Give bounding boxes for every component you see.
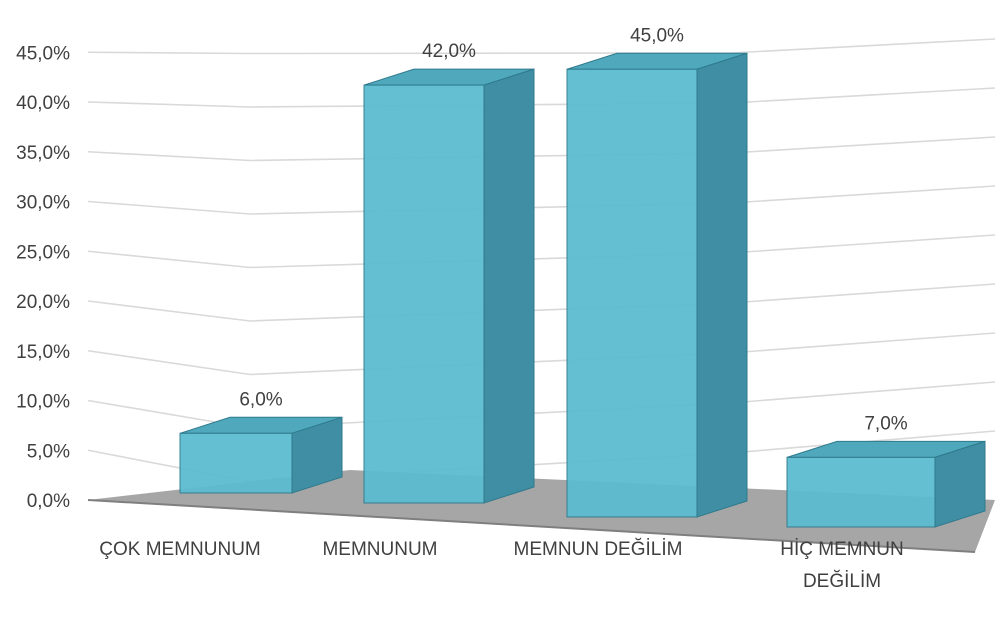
y-axis-ticks: 0,0% 5,0% 10,0% 15,0% 20,0% 25,0% 30,0% 35,0% 40… — [16, 43, 70, 512]
gridline — [87, 136, 996, 162]
bar-front-face — [179, 432, 293, 494]
y-tick-label: 25,0% — [16, 242, 70, 263]
bar-side-face — [696, 52, 748, 518]
category-label: ÇOK MEMNUNUM — [99, 539, 261, 560]
bar — [179, 416, 343, 494]
floor-plane — [88, 470, 995, 552]
bar — [363, 68, 535, 504]
y-tick-label: 15,0% — [16, 342, 70, 363]
y-tick-label: 10,0% — [16, 392, 70, 413]
gridline — [87, 38, 996, 55]
data-label: 45,0% — [630, 25, 684, 46]
category-label: MEMNUNUM — [322, 539, 437, 560]
floor-edge — [87, 499, 976, 553]
data-label: 6,0% — [239, 389, 282, 410]
category-label: MEMNUN DEĞİLİM — [514, 538, 683, 560]
gridline — [87, 332, 996, 376]
bar-front-face — [566, 68, 698, 518]
y-tick-label: 20,0% — [16, 292, 70, 313]
category-label: DEĞİLİM — [803, 570, 881, 592]
data-label: 7,0% — [864, 413, 907, 434]
data-label: 42,0% — [422, 41, 476, 62]
gridline — [87, 234, 996, 269]
category-label: HİÇ MEMNUN — [780, 539, 904, 560]
y-tick-label: 35,0% — [16, 143, 70, 164]
bar — [566, 52, 748, 518]
bar-front-face — [363, 84, 485, 504]
y-tick-label: 40,0% — [16, 93, 70, 114]
bar-front-face — [786, 456, 936, 528]
bar — [786, 440, 986, 528]
y-tick-label: 0,0% — [27, 491, 70, 512]
y-tick-label: 5,0% — [27, 441, 70, 462]
data-labels: 6,0% 42,0% 45,0% 7,0% — [239, 25, 907, 434]
gridline — [87, 87, 996, 108]
x-axis-categories: ÇOK MEMNUNUM MEMNUNUM MEMNUN DEĞİLİM HİÇ ME… — [99, 538, 904, 592]
bar-side-face — [483, 68, 535, 504]
gridline — [87, 283, 996, 322]
bars — [179, 52, 986, 528]
gridline — [87, 185, 996, 215]
gridlines — [87, 38, 996, 483]
chart-floor — [87, 470, 995, 553]
y-tick-label: 45,0% — [16, 43, 70, 64]
y-tick-label: 30,0% — [16, 193, 70, 214]
